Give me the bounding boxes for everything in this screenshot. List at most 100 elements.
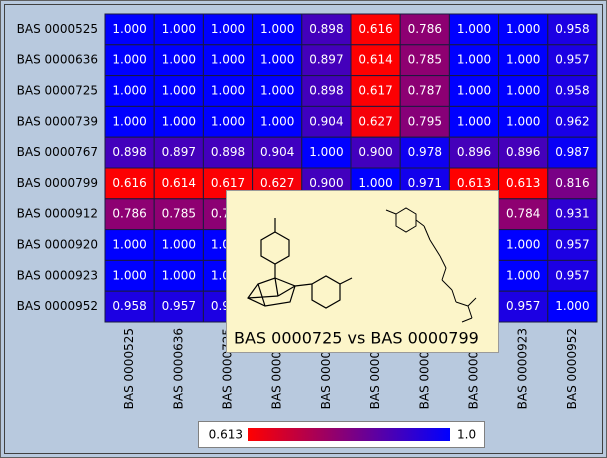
cell (153, 167, 204, 200)
cell-label: 1.000 (506, 22, 540, 36)
cell-label: 0.816 (555, 176, 589, 190)
cell-label: 0.617 (211, 176, 245, 190)
cell-label: 0.897 (162, 145, 196, 159)
cell-label: 1.000 (260, 53, 294, 67)
cell-label: 0.785 (408, 53, 442, 67)
cell (448, 136, 500, 169)
cell-label: 1.000 (162, 238, 196, 252)
cell-label: 0.962 (555, 114, 589, 128)
cell-label: 0.616 (358, 22, 392, 36)
cell-label: 1.000 (506, 268, 540, 282)
cell-label: 1.000 (112, 53, 146, 67)
cell (547, 136, 598, 169)
cell-label: 1.000 (112, 114, 146, 128)
y-tick-label: BAS 0000923 (17, 268, 98, 282)
x-tick-label: BAS 0000923 (516, 328, 530, 409)
cell (498, 44, 549, 77)
cell-label: 0.614 (358, 53, 392, 67)
cell (547, 44, 598, 77)
cell (547, 290, 598, 323)
cell (252, 13, 303, 46)
cell-label: 0.898 (112, 145, 146, 159)
colorbar: 0.613 1.0 (209, 428, 476, 442)
cell (547, 105, 598, 138)
cell-label: 1.000 (211, 84, 245, 98)
tooltip-box (226, 190, 499, 353)
cell-label: 0.896 (457, 145, 491, 159)
cell (153, 13, 204, 46)
x-tick-label: BAS 0000952 (565, 328, 579, 409)
cell (350, 105, 401, 138)
cell (252, 105, 303, 138)
tooltip-label: BAS 0000725 vs BAS 0000799 (234, 329, 479, 348)
cell-label: 0.971 (408, 176, 442, 190)
cell-label: 0.786 (408, 22, 442, 36)
x-tick-label: BAS 0000636 (171, 328, 185, 409)
frame (4, 4, 603, 454)
cell-label: 1.000 (457, 84, 491, 98)
cell-label: 0.613 (506, 176, 540, 190)
cell (202, 44, 254, 77)
cell-label: 0.627 (358, 114, 392, 128)
cell-label: 1.000 (506, 53, 540, 67)
cell-label: 1.000 (162, 268, 196, 282)
cell-label: 0.617 (358, 84, 392, 98)
cell-label: 0.627 (260, 176, 294, 190)
cell-label: 0.898 (309, 22, 343, 36)
cell-label: 0.613 (457, 176, 491, 190)
cell-label: 1.000 (506, 84, 540, 98)
cell (252, 44, 303, 77)
cell-label: 1.000 (211, 22, 245, 36)
cell (104, 198, 155, 231)
cell-label: 1.000 (211, 114, 245, 128)
cell-label: 0.958 (555, 22, 589, 36)
colorbar-gradient (248, 428, 450, 441)
cell (104, 44, 155, 77)
cell (301, 13, 352, 46)
cell-label: 0.784 (506, 207, 540, 221)
y-tick-label: BAS 0000799 (17, 176, 98, 190)
cell-label: 1.000 (211, 53, 245, 67)
cell-label: 1.000 (506, 114, 540, 128)
cell (301, 44, 352, 77)
cell (498, 167, 549, 200)
y-tick-label: BAS 0000525 (17, 22, 98, 36)
colorbar-label: 1.0 (457, 428, 476, 442)
molecule-left (247, 218, 353, 309)
cell (350, 44, 401, 77)
cell (202, 136, 254, 169)
cell-label: 0.958 (112, 299, 146, 313)
cell (547, 167, 598, 200)
cell-label: 1.000 (162, 22, 196, 36)
cell-label: 0.786 (112, 207, 146, 221)
cell-label: 0.904 (260, 145, 294, 159)
cell-label: 1.000 (457, 114, 491, 128)
cell (153, 290, 204, 323)
y-tick-label: BAS 0000920 (17, 238, 98, 252)
y-tick-label: BAS 0000725 (17, 84, 98, 98)
cell (547, 13, 598, 46)
cell-label: 0.900 (309, 176, 343, 190)
cell (547, 259, 598, 292)
cell-label: 0.957 (162, 299, 196, 313)
cell (153, 44, 204, 77)
cell (547, 198, 598, 231)
cell (448, 105, 500, 138)
cell (448, 13, 500, 46)
y-tick-label: BAS 0000912 (17, 207, 98, 221)
cell-label: 1.000 (112, 238, 146, 252)
cell-label: 0.787 (408, 84, 442, 98)
cell-label: 1.000 (457, 53, 491, 67)
cell (547, 75, 598, 107)
x-tick-label: BAS 0000525 (122, 328, 136, 409)
cell (202, 105, 254, 138)
y-tick-label: BAS 0000952 (17, 299, 98, 313)
cell (547, 229, 598, 261)
cell-label: 1.000 (555, 299, 589, 313)
cell-label: 1.000 (112, 268, 146, 282)
y-tick-label: BAS 0000636 (17, 53, 98, 67)
cell-label: 0.897 (309, 53, 343, 67)
cell-label: 0.957 (506, 299, 540, 313)
